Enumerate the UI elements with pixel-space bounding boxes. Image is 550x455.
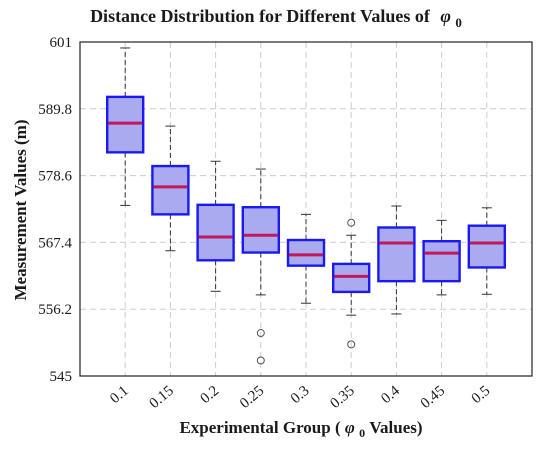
- outlier-point: [347, 340, 356, 349]
- box-group-0.3: [286, 213, 326, 304]
- box-group-0.25: [241, 168, 281, 365]
- y-axis-label: Measurement Values (m): [11, 120, 30, 301]
- x-tick-label: 0.3: [288, 383, 313, 407]
- y-tick-label: 578.6: [38, 169, 72, 185]
- box: [422, 240, 461, 283]
- x-tick-label: 0.2: [198, 383, 223, 407]
- outlier-point: [256, 356, 265, 365]
- x-tick-label: 0.1: [107, 383, 132, 407]
- y-tick-label: 545: [50, 369, 73, 385]
- x-axis-label: Experimental Group ( φ 0 Values): [179, 418, 422, 441]
- chart-title-text: Distance Distribution for Different Valu…: [90, 6, 431, 26]
- chart-title-symbol: φ: [440, 6, 451, 26]
- y-tick-label: 589.8: [38, 102, 72, 118]
- box-group-0.2: [196, 160, 235, 292]
- x-axis-label-prefix: Experimental Group (: [179, 418, 341, 437]
- chart-title: Distance Distribution for Different Valu…: [90, 6, 462, 30]
- y-tick-label: 567.4: [38, 235, 72, 251]
- x-tick-labels: 0.1 0.15 0.2 0.25 0.3 0.35 0.4 0.45 0.5: [107, 382, 493, 411]
- x-axis-label-symbol-subscript: 0: [359, 426, 365, 440]
- box: [467, 224, 506, 269]
- box: [241, 206, 281, 254]
- chart-title-symbol-subscript: 0: [455, 15, 462, 30]
- box: [196, 203, 235, 262]
- y-tick-labels: 545 556.2 567.4 578.6 589.8 601: [38, 35, 72, 385]
- x-tick-label: 0.4: [378, 382, 403, 407]
- box-group-0.15: [151, 125, 190, 252]
- box-group-0.45: [422, 219, 461, 296]
- x-axis-label-suffix: Values): [369, 418, 422, 437]
- outlier-point: [256, 329, 265, 338]
- x-tick-label: 0.35: [327, 383, 357, 412]
- box: [151, 164, 190, 216]
- box: [286, 238, 326, 267]
- x-tick-label: 0.5: [469, 383, 494, 407]
- box: [377, 226, 416, 283]
- box-series: [105, 47, 506, 365]
- y-tick-label: 601: [50, 35, 73, 51]
- grid-lines: [80, 41, 532, 377]
- box-group-0.5: [467, 207, 506, 295]
- x-tick-label: 0.15: [147, 383, 177, 412]
- box-group-0.1: [105, 47, 145, 206]
- outlier-point: [347, 218, 356, 227]
- x-tick-label: 0.45: [418, 383, 448, 412]
- x-tick-label: 0.25: [237, 383, 267, 412]
- box-group-0.4: [377, 205, 416, 315]
- y-tick-label: 556.2: [38, 302, 72, 318]
- x-axis-label-symbol: φ: [345, 418, 355, 437]
- box-group-0.35: [332, 218, 371, 349]
- plot-frame: [79, 41, 533, 377]
